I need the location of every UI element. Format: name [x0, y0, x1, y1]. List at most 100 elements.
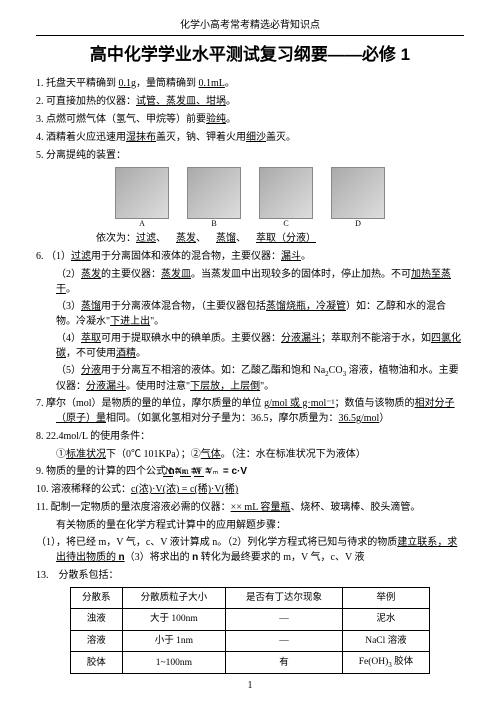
table-header: 是否有丁达尔现象	[226, 588, 343, 609]
text: "。	[150, 316, 164, 327]
underline: 标准状况	[66, 449, 106, 460]
table-cell: 小于 1nm	[122, 630, 226, 651]
text: 。	[136, 348, 146, 359]
underline: 细沙	[246, 132, 266, 143]
table-row: 胶体 1~100nm 有 Fe(OH)3 胶体	[71, 651, 430, 673]
underline: 试管、蒸发皿、坩埚	[136, 96, 226, 107]
text: 1. 托盘天平精确到	[36, 78, 119, 89]
underline: 0.1mL	[199, 78, 225, 89]
diagram-label: B	[211, 218, 216, 230]
page-number: 1	[36, 678, 464, 693]
item-6: 6. （1）过滤用于分离固体和液体的混合物，主要仪器：漏斗。	[36, 249, 464, 264]
numerator: V	[194, 466, 205, 477]
underline: 蒸发	[81, 269, 101, 280]
text: 2. 可直接加热的仪器：	[36, 96, 136, 107]
table-cell: 1~100nm	[122, 651, 226, 673]
denominator: Vₘ	[204, 466, 220, 476]
underline: 分液漏斗	[281, 333, 321, 344]
text: 依次为：	[96, 233, 136, 244]
item-8-sub: ①标准状况下（0℃ 101KPa）；②气体。（注：水在标准状况下为液体）	[56, 447, 464, 462]
text: 用于分离互不相溶的液体。如：乙酸乙酯和饱和 Na	[101, 365, 325, 376]
item-8: 8. 22.4mol/L 的使用条件：	[36, 429, 464, 444]
underline: 过滤	[136, 233, 156, 244]
underline: 蒸馏	[81, 301, 101, 312]
diagram-label: A	[139, 218, 145, 230]
text: ，量筒精确到	[136, 78, 199, 89]
text: 。使用时注意"	[126, 381, 190, 392]
text: CO	[329, 365, 343, 376]
text: 下（0℃ 101KPa）；②	[106, 449, 201, 460]
text: ；数值与该物质的	[335, 398, 415, 409]
underline: 下进上出	[110, 316, 150, 327]
item-10: 10. 溶液稀释的公式：c(浓)·V(浓) = c(稀)·V(稀)	[36, 482, 464, 497]
diagram-label: D	[355, 218, 361, 230]
underline: 分液	[81, 365, 101, 376]
text: 8. 22.4mol/L 的使用条件：	[36, 431, 150, 442]
text: 。当蒸发皿中出现较多的固体时，停止加热。不可	[191, 269, 411, 280]
table-cell: —	[226, 630, 343, 651]
underline: c(浓)·V(浓) = c(稀)·V(稀)	[131, 484, 238, 495]
text: Fe(OH)	[359, 657, 389, 667]
text: 。（注：水在标准状况下为液体）	[221, 449, 366, 460]
text: 6. （1）	[36, 251, 71, 262]
underline: 萃取	[81, 333, 101, 344]
table-cell: 有	[226, 651, 343, 673]
apparatus-diagrams: A B C D	[36, 167, 464, 219]
text: （2）	[56, 269, 81, 280]
item-6-5: （5）分液用于分离互不相溶的液体。如：乙酸乙酯和饱和 Na2CO3 溶液，植物油…	[56, 363, 464, 395]
table-row: 分散系 分散质粒子大小 是否有丁达尔现象 举例	[71, 588, 430, 609]
item-7: 7. 摩尔（mol）是物质的量的单位，摩尔质量的单位 g/mol 或 g·mol…	[36, 396, 464, 426]
text: 。	[301, 251, 311, 262]
text: ）	[379, 413, 389, 424]
text: ；萃取剂不能溶于水，如	[321, 333, 431, 344]
item-6-4: （4）萃取可用于提取碘水中的碘单质。主要仪器：分液漏斗；萃取剂不能溶于水，如四氯…	[56, 331, 464, 361]
table-cell: NaCl 溶液	[342, 630, 429, 651]
text: 分散系包括：	[59, 570, 119, 581]
text: 相同。（如氯化氢相对分子量为：36.5，摩尔质量为：	[106, 413, 339, 424]
text: 。	[225, 78, 235, 89]
text: 转化为最终要求的 m，V 气，c、V 液	[198, 552, 364, 563]
formula-tail: = c·V	[223, 466, 247, 477]
text: 盖灭，钠、钾着火用	[156, 132, 246, 143]
text: 9. 物质的量的计算的四个公式 ：	[36, 466, 179, 477]
item-13: 13. 分散系包括：	[36, 568, 464, 583]
table-cell: 浊液	[71, 609, 123, 630]
text: 用于分离液体混合物，（主要仪器包括	[101, 301, 266, 312]
text: 。	[66, 284, 76, 295]
item-1: 1. 托盘天平精确到 0.1g，量筒精确到 0.1mL。	[36, 76, 464, 91]
diagram-caption: 依次为：过滤、 蒸发、 蒸馏、 萃取（分液）	[96, 231, 464, 246]
fraction: VVₘ	[214, 467, 221, 476]
running-header: 化学小高考常考精选必背知识点	[36, 18, 464, 33]
text: 可用于提取碘水中的碘单质。主要仪器：	[101, 333, 281, 344]
text: 有关物质的量在化学方程式计算中的应用解题步骤：	[56, 520, 286, 531]
underline: 蒸发皿	[161, 269, 191, 280]
underline: ×× mL 容量瓶	[231, 502, 291, 513]
table-cell: Fe(OH)3 胶体	[342, 651, 429, 673]
underline: 气体	[201, 449, 221, 460]
underline: 建立联系	[397, 537, 437, 548]
underline: 蒸馏烧瓶，冷凝管	[266, 301, 346, 312]
table-cell: —	[226, 609, 343, 630]
formula: n= NNᴀ = mM = VVₘ = c·V	[189, 464, 248, 479]
numerator: N	[163, 466, 174, 477]
dispersion-table: 分散系 分散质粒子大小 是否有丁达尔现象 举例 浊液 大于 100nm — 泥水…	[70, 587, 430, 674]
text: 胶体	[392, 657, 413, 667]
item-6-3: （3）蒸馏用于分离液体混合物，（主要仪器包括蒸馏烧瓶，冷凝管）如：乙醇和水的混合…	[56, 299, 464, 329]
underline: g/mol 或 g·mol⁻¹	[264, 398, 335, 409]
table-cell: 溶液	[71, 630, 123, 651]
text: ①	[56, 449, 66, 460]
page-title: 高中化学学业水平测试复习纲要——必修 1	[36, 42, 464, 68]
diagram-b: B	[187, 167, 241, 219]
underline: 蒸馏	[216, 233, 236, 244]
text: 用于分离固体和液体的混合物，主要仪器：	[91, 251, 281, 262]
text: 的主要仪器：	[101, 269, 161, 280]
numerator: m	[180, 466, 191, 477]
underline: 过滤	[71, 251, 91, 262]
text: 盖灭。	[266, 132, 296, 143]
text: 11. 配制一定物质的量浓度溶液必需的仪器：	[36, 502, 231, 513]
text: 7. 摩尔（mol）是物质的量的单位，摩尔质量的单位	[36, 398, 264, 409]
text: "。	[260, 381, 274, 392]
diagram-a: A	[115, 167, 169, 219]
text: ，不可使用	[66, 348, 116, 359]
text: 13.	[36, 570, 49, 581]
